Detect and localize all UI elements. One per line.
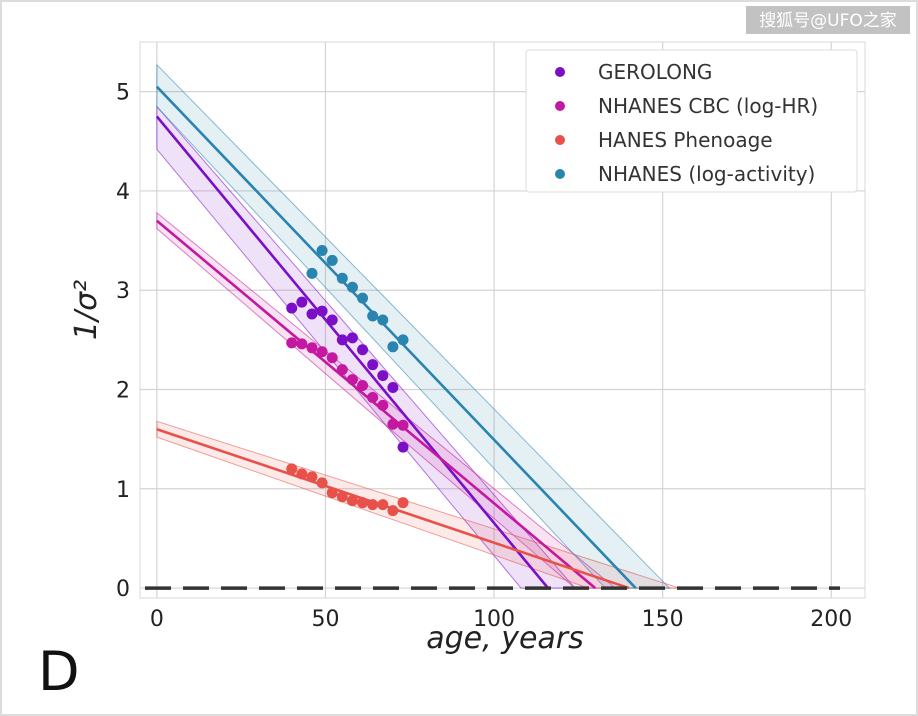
x-axis-label: age, years	[426, 621, 584, 656]
x-tick-label: 0	[150, 607, 164, 632]
y-tick-label: 2	[116, 379, 130, 404]
data-point	[387, 505, 399, 517]
x-tick-label: 150	[642, 607, 684, 632]
data-point	[367, 310, 379, 322]
legend-marker	[555, 101, 565, 111]
data-point	[346, 495, 358, 507]
data-point	[316, 305, 328, 317]
data-point	[286, 302, 298, 314]
y-tick-label: 0	[116, 577, 130, 602]
data-point	[357, 380, 369, 392]
data-point	[336, 364, 348, 376]
data-point	[316, 477, 328, 489]
data-point	[387, 341, 399, 353]
data-point	[377, 370, 389, 382]
data-point	[326, 254, 338, 266]
fit-line	[155, 85, 637, 589]
x-tick-label: 100	[473, 607, 515, 632]
data-point	[346, 332, 358, 344]
data-point	[387, 418, 399, 430]
watermark: 搜狐号@UFO之家	[746, 6, 910, 34]
y-tick-label: 4	[116, 180, 130, 205]
data-point	[306, 267, 318, 279]
y-axis-label: 1/σ²	[69, 280, 104, 340]
confidence-band	[156, 211, 617, 589]
legend-marker	[555, 169, 565, 179]
data-point	[367, 499, 379, 511]
watermark-background	[746, 6, 910, 34]
data-point	[387, 382, 399, 394]
data-point	[377, 314, 389, 326]
data-point	[367, 359, 379, 371]
data-point	[306, 308, 318, 320]
legend-label: NHANES (log-activity)	[598, 162, 815, 186]
data-point	[326, 352, 338, 364]
legend: GEROLONG NHANES CBC (log-HR) HANES Phenoag…	[525, 49, 858, 193]
data-point	[357, 292, 369, 304]
data-point	[286, 337, 298, 349]
data-point	[346, 281, 358, 293]
legend-marker	[555, 67, 565, 77]
data-point	[316, 245, 328, 256]
legend-marker	[555, 135, 565, 145]
y-tick-label: 5	[116, 81, 130, 106]
data-point	[306, 342, 318, 354]
data-point	[357, 344, 369, 356]
y-tick-label: 1	[116, 478, 130, 503]
data-point	[377, 399, 389, 411]
data-point	[357, 497, 369, 509]
data-point	[296, 296, 308, 308]
legend-label: GEROLONG	[598, 60, 712, 84]
y-tick-labels: 0 1 2 3 4 5	[116, 81, 130, 602]
data-point	[377, 499, 389, 511]
data-point	[397, 419, 409, 431]
data-point	[306, 471, 318, 483]
data-point	[316, 346, 328, 358]
data-point	[346, 374, 358, 386]
panel-label: D	[38, 640, 80, 703]
data-point	[397, 441, 409, 453]
data-points	[286, 245, 409, 517]
data-point	[367, 391, 379, 403]
data-point	[336, 334, 348, 346]
watermark-text: 搜狐号@UFO之家	[759, 11, 897, 31]
fit-line	[156, 219, 597, 590]
data-point	[286, 463, 298, 475]
data-point	[296, 338, 308, 350]
fit-line	[155, 115, 550, 589]
legend-box	[525, 49, 858, 193]
data-point	[397, 334, 409, 346]
x-tick-label: 50	[311, 607, 339, 632]
data-point	[326, 314, 338, 326]
plot-area	[139, 41, 866, 599]
y-tick-label: 3	[116, 279, 130, 304]
x-tick-labels: 0 50 100 150 200	[150, 607, 852, 632]
x-tick-label: 200	[810, 607, 852, 632]
data-point	[336, 491, 348, 503]
legend-label: NHANES CBC (log-HR)	[598, 94, 818, 118]
legend-label: HANES Phenoage	[598, 128, 773, 152]
data-point	[336, 272, 348, 284]
data-point	[296, 468, 308, 480]
data-point	[397, 497, 409, 509]
data-point	[326, 487, 338, 499]
